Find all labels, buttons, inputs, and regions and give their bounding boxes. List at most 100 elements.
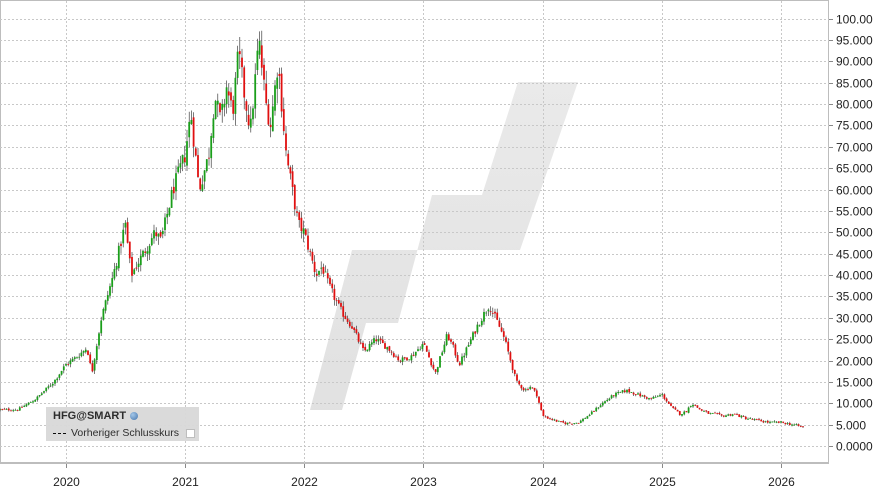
- candle-down: [131, 256, 133, 276]
- candle-down: [7, 408, 10, 411]
- candle-up: [601, 402, 604, 406]
- candle-up: [615, 392, 617, 397]
- candle-down: [309, 250, 312, 252]
- candle-up: [630, 392, 633, 393]
- globe-icon: [130, 412, 139, 420]
- candle-down: [304, 229, 307, 235]
- candle-down: [564, 422, 567, 425]
- candle-up: [100, 320, 103, 334]
- y-tick-label: 25.000: [836, 333, 873, 347]
- candle-up: [476, 324, 479, 333]
- candle-down: [496, 312, 499, 320]
- candle-down: [663, 394, 666, 399]
- candle-down: [670, 403, 672, 406]
- candle-up: [421, 344, 424, 350]
- candle-down: [577, 422, 580, 424]
- candle-down: [700, 409, 703, 411]
- candle-up: [254, 74, 257, 109]
- candle-up: [725, 415, 727, 417]
- candle-down: [346, 318, 349, 322]
- candle-down: [784, 422, 787, 425]
- candle-down: [714, 412, 716, 414]
- candle-up: [654, 396, 657, 398]
- candle-down: [243, 67, 246, 98]
- candle-up: [445, 334, 448, 345]
- legend-previous-close: Vorheriger Schlusskurs: [53, 427, 195, 439]
- candle-up: [98, 333, 100, 346]
- candle-up: [274, 85, 276, 111]
- y-tick-label: 90.000: [836, 55, 873, 69]
- candle-up: [661, 394, 664, 396]
- candle-up: [485, 312, 488, 314]
- candle-down: [520, 385, 523, 389]
- candle-down: [355, 329, 358, 334]
- candle-down: [555, 419, 558, 422]
- candle-up: [157, 233, 160, 237]
- candle-down: [357, 333, 360, 342]
- candle-down: [502, 331, 505, 337]
- candle-down: [227, 91, 230, 96]
- candle-down: [423, 343, 426, 345]
- candle-up: [142, 250, 144, 257]
- candle-up: [637, 393, 639, 395]
- candle-down: [458, 362, 461, 366]
- candle-down: [342, 306, 345, 317]
- candle-up: [249, 118, 252, 128]
- candle-up: [122, 229, 125, 244]
- candle-up: [0, 409, 1, 411]
- candle-up: [683, 411, 686, 415]
- candle-up: [524, 389, 527, 391]
- y-tick-label: 50.000: [836, 226, 873, 240]
- candle-up: [480, 320, 483, 326]
- candle-down: [632, 392, 635, 395]
- candle-down: [135, 267, 138, 269]
- candle-up: [582, 418, 584, 422]
- y-tick-label: 80.000: [836, 98, 873, 112]
- candle-down: [298, 212, 301, 220]
- candle-up: [111, 278, 114, 287]
- candle-down: [375, 339, 378, 342]
- candle-down: [454, 344, 457, 356]
- checkbox-icon[interactable]: [185, 428, 195, 438]
- candle-down: [315, 273, 318, 276]
- plot-frame: [0, 0, 829, 463]
- candle-down: [650, 397, 653, 399]
- candle-down: [16, 410, 19, 411]
- candle-up: [687, 407, 690, 413]
- candle-up: [575, 422, 578, 424]
- candle-up: [43, 391, 45, 393]
- candle-down: [639, 393, 642, 397]
- candle-up: [590, 411, 593, 415]
- candle-up: [139, 255, 142, 266]
- candle-down: [197, 155, 199, 178]
- candle-up: [595, 407, 598, 412]
- candle-up: [221, 103, 224, 110]
- candle-up: [236, 51, 239, 78]
- candle-up: [175, 173, 177, 192]
- candle-down: [21, 406, 23, 408]
- candle-down: [722, 415, 725, 417]
- candle-up: [212, 118, 215, 138]
- y-tick-label: 55.000: [836, 205, 873, 219]
- candle-down: [87, 350, 89, 355]
- candle-up: [27, 402, 30, 405]
- candle-up: [795, 424, 798, 425]
- candle-up: [56, 378, 59, 381]
- candle-up: [93, 359, 96, 371]
- candle-up: [214, 100, 217, 119]
- candle-down: [406, 357, 408, 361]
- candle-down: [542, 409, 545, 416]
- candle-up: [731, 414, 734, 417]
- candle-up: [137, 263, 140, 268]
- candle-down: [474, 331, 477, 334]
- candle-down: [183, 157, 186, 163]
- candle-down: [384, 343, 386, 349]
- candle-up: [170, 190, 173, 208]
- candle-down: [128, 241, 131, 259]
- candle-up: [258, 40, 261, 55]
- candle-up: [40, 393, 43, 395]
- candle-down: [705, 410, 708, 412]
- candle-down: [551, 418, 554, 420]
- y-tick-label: 35.000: [836, 290, 873, 304]
- candle-up: [49, 385, 52, 387]
